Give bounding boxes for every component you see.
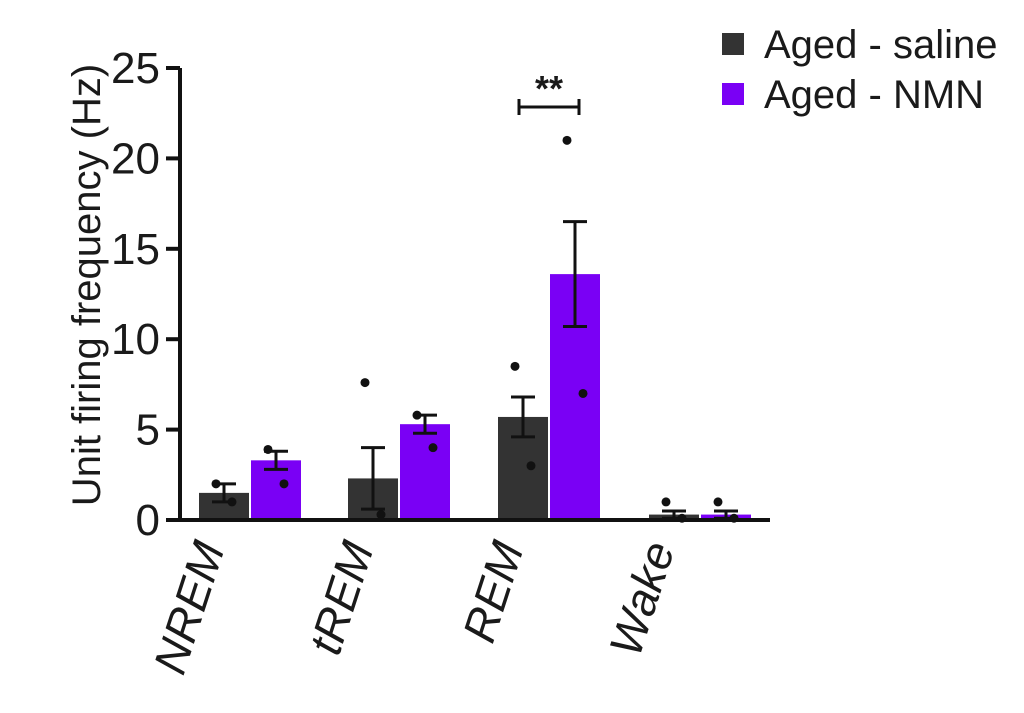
- data-point: [376, 510, 386, 520]
- y-tick-label: 15: [111, 225, 160, 274]
- legend-label-1: Aged - NMN: [764, 73, 984, 117]
- y-tick-label: 10: [111, 315, 160, 364]
- legend-swatch-0: [722, 33, 744, 55]
- data-point: [661, 497, 671, 507]
- y-tick-label: 20: [111, 134, 160, 183]
- data-point: [428, 443, 438, 453]
- data-point: [510, 361, 520, 371]
- legend-swatch-1: [722, 83, 744, 105]
- x-category-label-wake: Wake: [599, 535, 685, 662]
- x-category-label-nrem: NREM: [143, 534, 235, 680]
- data-points-layer: [211, 135, 739, 523]
- y-axis-title: Unit firing frequency (Hz): [65, 64, 109, 506]
- axes-layer: [166, 66, 770, 522]
- y-tick-label: 25: [111, 44, 160, 93]
- data-point: [412, 410, 422, 420]
- data-point: [562, 135, 572, 145]
- data-point: [263, 444, 273, 454]
- bars-layer: [199, 274, 751, 520]
- data-point: [279, 479, 289, 489]
- data-point: [211, 479, 221, 489]
- y-tick-label: 5: [136, 406, 160, 455]
- x-category-label-rem: REM: [452, 534, 533, 648]
- y-tick-label: 0: [136, 496, 160, 545]
- bar-trem-nmn: [400, 424, 450, 520]
- data-point: [360, 378, 370, 388]
- data-point: [713, 497, 723, 507]
- data-point: [578, 388, 588, 398]
- significance-label: **: [535, 68, 563, 109]
- legend: Aged - saline Aged - NMN: [722, 23, 997, 117]
- legend-label-0: Aged - saline: [764, 23, 997, 67]
- data-point: [227, 497, 237, 507]
- x-category-label-trem: tREM: [299, 534, 384, 660]
- data-point: [526, 461, 536, 471]
